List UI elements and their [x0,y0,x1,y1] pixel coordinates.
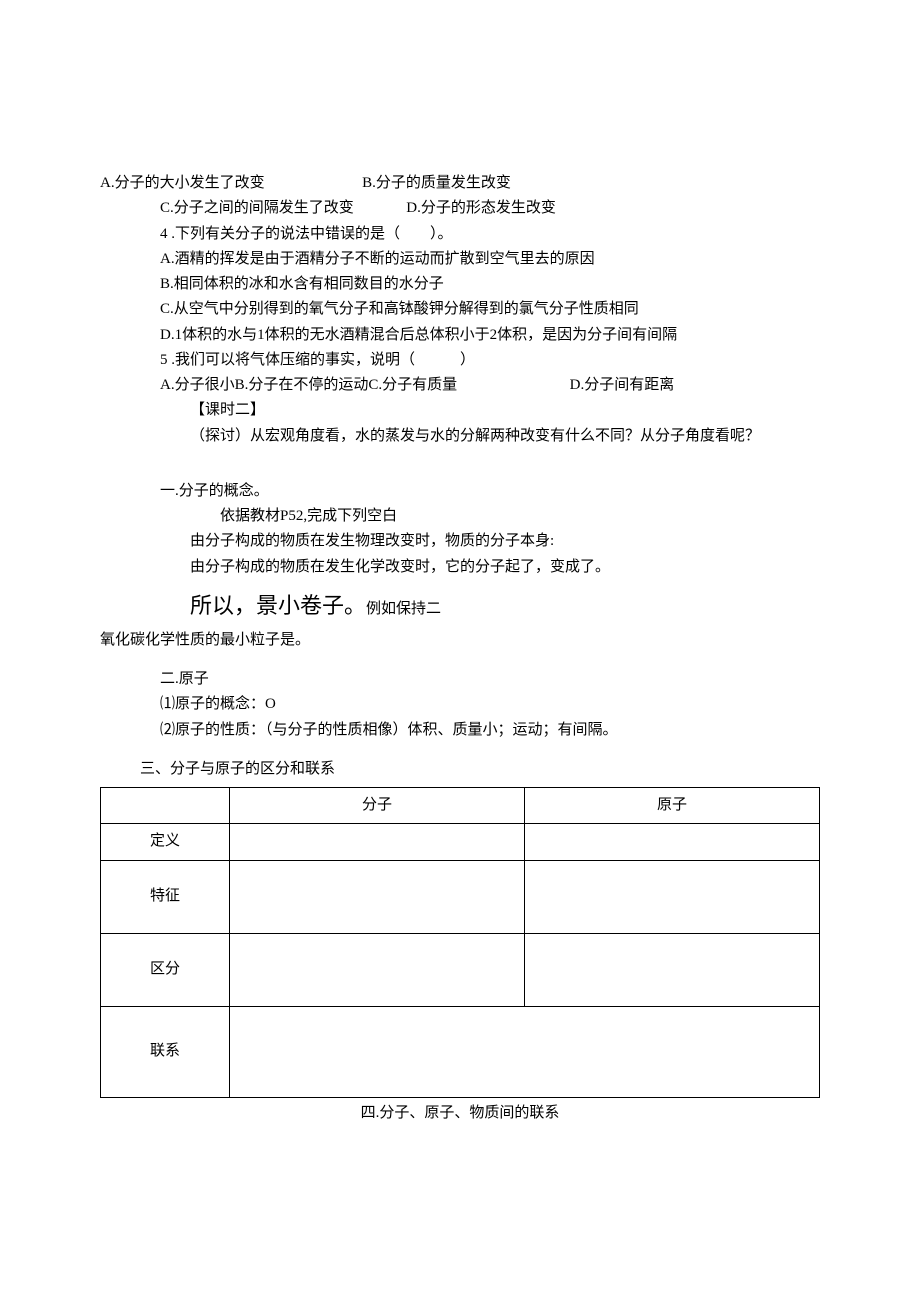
th-molecule: 分子 [230,788,525,824]
row-label-feature: 特征 [101,860,230,933]
table-row: 联系 [101,1006,820,1097]
section2-title: 二.原子 [100,668,820,691]
lesson2-title: 【课时二】 [100,399,820,422]
row-label-definition: 定义 [101,824,230,860]
q5-option-c: C.分子有质量 [368,377,457,393]
section4-title: 四.分子、原子、物质间的联系 [100,1102,820,1125]
cell-empty [525,824,820,860]
th-blank [101,788,230,824]
table-row: 区分 [101,933,820,1006]
q4-option-b: B.相同体积的冰和水含有相同数目的水分子 [100,273,820,296]
th-atom: 原子 [525,788,820,824]
document-page: A.分子的大小发生了改变 B.分子的质量发生改变 C.分子之间的间隔发生了改变 … [0,0,920,1185]
q3-options-line2: C.分子之间的间隔发生了改变 D.分子的形态发生改变 [100,197,820,220]
cell-empty [230,824,525,860]
section2-line2: ⑵原子的性质：（与分子的性质相像）体积、质量小；运动；有间隔。 [100,719,820,742]
q4-option-d: D.1体积的水与1体积的无水酒精混合后总体积小于2体积，是因为分子间有间隔 [100,324,820,347]
q5-stem: 5 .我们可以将气体压缩的事实，说明（ ） [100,349,820,372]
cell-empty [230,933,525,1006]
q4-option-a: A.酒精的挥发是由于酒精分子不断的运动而扩散到空气里去的原因 [100,248,820,271]
q5-options: A.分子很小B.分子在不停的运动C.分子有质量 D.分子间有距离 [100,374,820,397]
cell-empty [230,860,525,933]
q5-option-b: B.分子在不停的运动 [235,377,369,393]
q4-option-c: C.从空气中分别得到的氧气分子和高钵酸钾分解得到的氯气分子性质相同 [100,298,820,321]
table-row: 定义 [101,824,820,860]
section1-line2: 由分子构成的物质在发生物理改变时，物质的分子本身: [100,530,820,553]
compare-table: 分子 原子 定义 特征 区分 联系 [100,787,820,1098]
special-tail-text: 例如保持二 [366,601,441,617]
row-label-diff: 区分 [101,933,230,1006]
q3-option-b: B.分子的质量发生改变 [362,175,511,191]
section3-title: 三、分子与原子的区分和联系 [100,758,820,781]
special-line: 所以，景小卷子。例如保持二 [100,589,820,623]
cell-empty [525,860,820,933]
q3-option-d: D.分子的形态发生改变 [406,200,556,216]
q3-option-a: A.分子的大小发生了改变 [100,175,265,191]
special-big-text: 所以，景小卷子。 [190,593,366,618]
table-row: 特征 [101,860,820,933]
q5-option-d: D.分子间有距离 [570,377,675,393]
cell-empty [525,933,820,1006]
discuss-line: （探讨）从宏观角度看，水的蒸发与水的分解两种改变有什么不同？从分子角度看呢？ [100,425,820,448]
section1-line1: 依据教材P52,完成下列空白 [100,505,820,528]
co2-line: 氧化碳化学性质的最小粒子是。 [100,629,820,652]
q5-option-a: A.分子很小 [160,377,235,393]
section2-line1: ⑴原子的概念：O [100,693,820,716]
table-header-row: 分子 原子 [101,788,820,824]
row-label-link: 联系 [101,1006,230,1097]
section1-title: 一.分子的概念。 [100,480,820,503]
cell-empty [230,1006,820,1097]
q3-options-line1: A.分子的大小发生了改变 B.分子的质量发生改变 [100,172,820,195]
q3-option-c: C.分子之间的间隔发生了改变 [160,200,354,216]
q4-stem: 4 .下列有关分子的说法中错误的是（ ）。 [100,223,820,246]
section1-line3: 由分子构成的物质在发生化学改变时，它的分子起了，变成了。 [100,556,820,579]
